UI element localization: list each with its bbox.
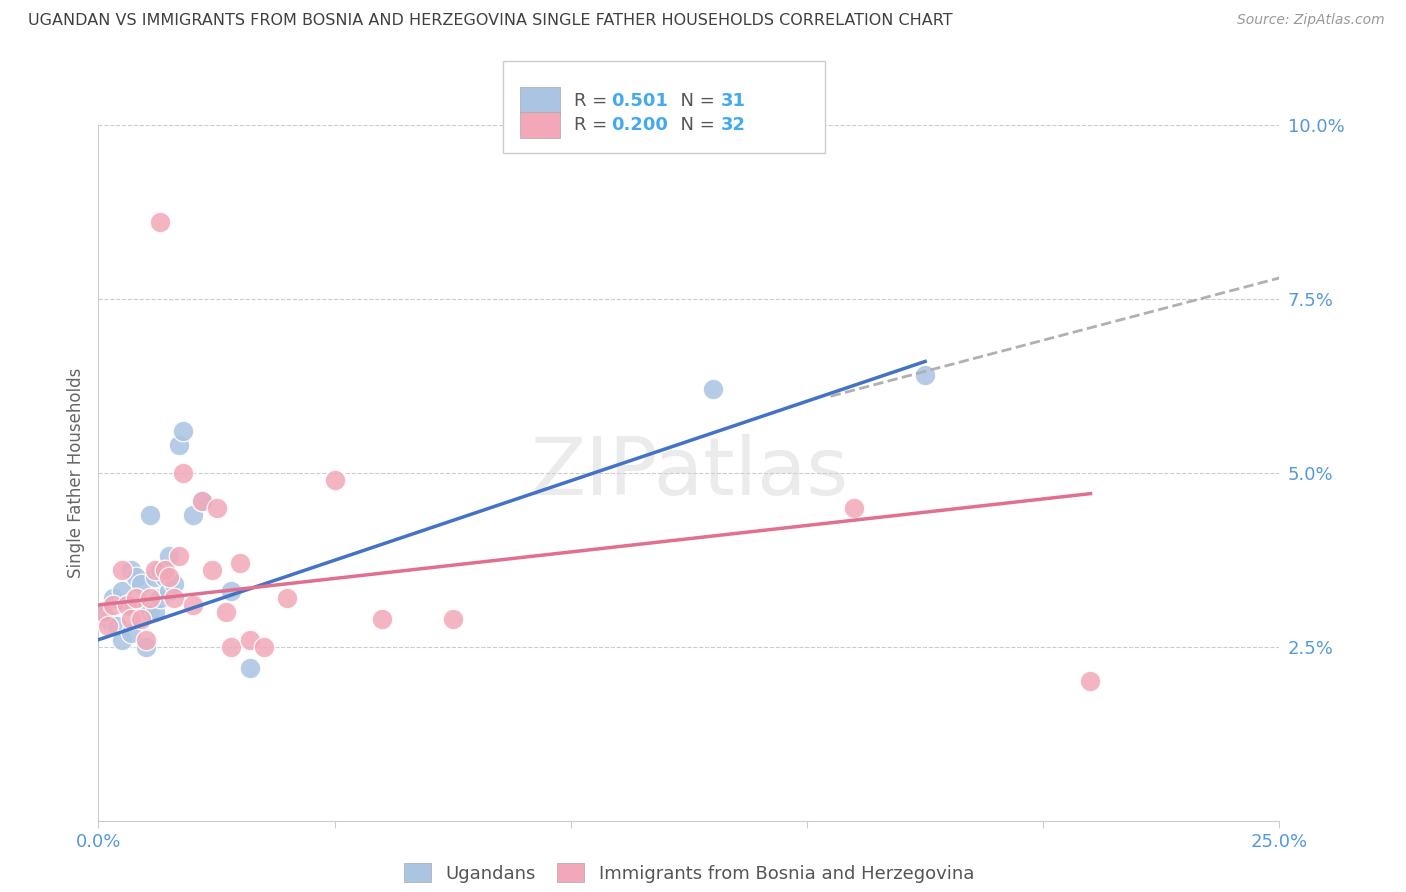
Point — [135, 640, 157, 654]
Point — [129, 577, 152, 591]
Legend: Ugandans, Immigrants from Bosnia and Herzegovina: Ugandans, Immigrants from Bosnia and Her… — [395, 855, 983, 892]
Point — [844, 500, 866, 515]
Point — [143, 570, 166, 584]
Point — [276, 591, 298, 605]
Point — [115, 598, 138, 612]
Point — [97, 612, 120, 626]
Point — [253, 640, 276, 654]
Point — [135, 598, 157, 612]
Point — [121, 563, 143, 577]
Point — [215, 605, 238, 619]
Point — [157, 584, 180, 599]
Point — [143, 605, 166, 619]
Point — [239, 660, 262, 674]
Point — [97, 619, 120, 633]
Point — [219, 640, 242, 654]
Point — [191, 493, 214, 508]
Point — [205, 500, 228, 515]
Point — [1080, 674, 1102, 689]
Point — [181, 598, 204, 612]
Point — [201, 563, 224, 577]
Point — [101, 591, 124, 605]
Point — [157, 570, 180, 584]
Point — [702, 382, 724, 396]
Point — [121, 612, 143, 626]
Text: N =: N = — [669, 116, 721, 134]
Point — [111, 584, 134, 599]
Point — [143, 563, 166, 577]
Point — [153, 563, 176, 577]
Point — [91, 605, 114, 619]
Point — [219, 584, 242, 599]
Text: UGANDAN VS IMMIGRANTS FROM BOSNIA AND HERZEGOVINA SINGLE FATHER HOUSEHOLDS CORRE: UGANDAN VS IMMIGRANTS FROM BOSNIA AND HE… — [28, 13, 953, 29]
Point — [323, 473, 346, 487]
Point — [139, 605, 162, 619]
Text: 0.501: 0.501 — [612, 92, 668, 110]
Point — [153, 570, 176, 584]
Point — [111, 632, 134, 647]
Point — [167, 438, 190, 452]
Point — [371, 612, 394, 626]
Point — [149, 215, 172, 229]
Text: R =: R = — [574, 116, 613, 134]
Point — [125, 570, 148, 584]
Point — [149, 591, 172, 605]
Point — [91, 605, 114, 619]
Text: 31: 31 — [721, 92, 747, 110]
Text: Source: ZipAtlas.com: Source: ZipAtlas.com — [1237, 13, 1385, 28]
Point — [139, 591, 162, 605]
Point — [191, 493, 214, 508]
Point — [229, 556, 252, 570]
Text: R =: R = — [574, 92, 613, 110]
Text: 32: 32 — [721, 116, 747, 134]
Point — [139, 508, 162, 522]
Y-axis label: Single Father Households: Single Father Households — [66, 368, 84, 578]
Point — [163, 591, 186, 605]
Point — [172, 466, 194, 480]
Point — [163, 577, 186, 591]
Point — [239, 632, 262, 647]
Point — [172, 424, 194, 438]
Point — [115, 598, 138, 612]
Text: 0.200: 0.200 — [612, 116, 668, 134]
Point — [135, 632, 157, 647]
Point — [914, 368, 936, 383]
Point — [149, 563, 172, 577]
Point — [181, 508, 204, 522]
Point — [105, 619, 128, 633]
Point — [125, 591, 148, 605]
Point — [157, 549, 180, 564]
Point — [167, 549, 190, 564]
Text: N =: N = — [669, 92, 721, 110]
Point — [441, 612, 464, 626]
Point — [111, 563, 134, 577]
Point — [101, 598, 124, 612]
Point — [121, 625, 143, 640]
Text: ZIPatlas: ZIPatlas — [530, 434, 848, 512]
Point — [129, 612, 152, 626]
